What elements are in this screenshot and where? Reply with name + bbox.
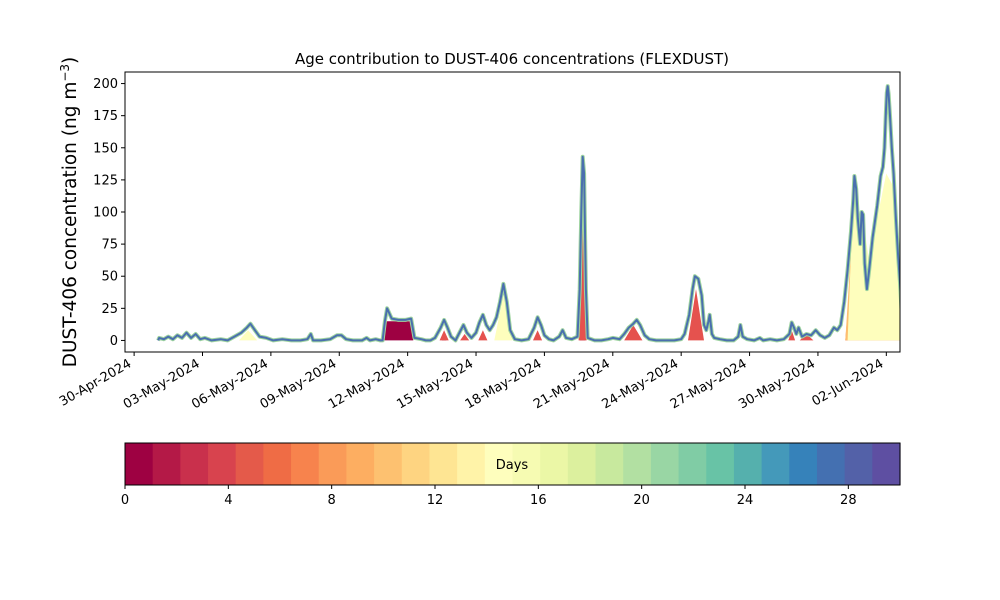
colorbar-segment — [457, 443, 486, 485]
colorbar-segment — [152, 443, 181, 485]
y-axis-label-main: DUST-406 concentration (ng m — [60, 82, 81, 368]
y-axis-label-close: ) — [60, 57, 81, 64]
y-tick-label: 200 — [93, 77, 118, 92]
colorbar-tick-label: 4 — [224, 493, 232, 508]
colorbar-segment — [789, 443, 818, 485]
colorbar-segment — [429, 443, 458, 485]
x-tick-label: 06-May-2024 — [189, 356, 271, 412]
colorbar-segment — [567, 443, 597, 485]
colorbar-tick-label: 24 — [737, 493, 754, 508]
x-tick-label: 02-Jun-2024 — [810, 356, 887, 409]
colorbar-segment — [235, 443, 264, 485]
colorbar-tick-label: 8 — [328, 493, 336, 508]
x-tick-label: 12-May-2024 — [326, 356, 408, 412]
colorbar-segment — [678, 443, 707, 485]
colorbar-segment — [595, 443, 624, 485]
y-tick-label: 175 — [93, 109, 118, 124]
colorbar-segment — [844, 443, 873, 485]
x-tick-label: 24-May-2024 — [599, 356, 681, 412]
x-tick-label: 27-May-2024 — [668, 356, 750, 412]
colorbar-label: Days — [496, 458, 529, 473]
colorbar-segment — [872, 443, 901, 485]
colorbar-segment — [623, 443, 652, 485]
x-axis: 30-Apr-202403-May-202406-May-202409-May-… — [57, 352, 887, 412]
y-tick-label: 125 — [93, 173, 118, 188]
x-tick-label: 15-May-2024 — [394, 356, 476, 412]
y-tick-label: 150 — [93, 141, 118, 156]
y-tick-label: 25 — [101, 302, 118, 317]
colorbar-tick-label: 20 — [633, 493, 650, 508]
colorbar-ticks: 0 4 8 12 16 20 24 28 — [121, 485, 857, 508]
x-tick-label: 03-May-2024 — [121, 356, 203, 412]
colorbar-segment — [263, 443, 292, 485]
y-tick-label: 100 — [93, 206, 118, 221]
x-tick-label: 18-May-2024 — [463, 356, 545, 412]
colorbar-segment — [650, 443, 680, 485]
colorbar-segment — [125, 443, 154, 485]
x-tick-label: 30-May-2024 — [736, 356, 818, 412]
colorbar-segment — [180, 443, 209, 485]
colorbar-segment — [346, 443, 375, 485]
y-axis-label: DUST-406 concentration (ng m−3) — [58, 57, 81, 368]
colorbar-segment — [401, 443, 431, 485]
colorbar-tick-label: 28 — [840, 493, 857, 508]
colorbar-segment — [512, 443, 541, 485]
colorbar — [125, 443, 901, 485]
y-axis-label-superscript: −3 — [58, 64, 72, 82]
colorbar-segment — [318, 443, 348, 485]
colorbar-tick-label: 12 — [427, 493, 444, 508]
total-line-halo — [156, 84, 900, 343]
colorbar-segment — [291, 443, 320, 485]
y-axis: 0 25 50 75 100 125 150 175 200 — [93, 77, 125, 349]
colorbar-segment — [706, 443, 735, 485]
chart-title: Age contribution to DUST-406 concentrati… — [295, 50, 729, 68]
age-band-areas — [239, 173, 900, 341]
y-tick-label: 50 — [101, 270, 118, 285]
colorbar-segment — [540, 443, 569, 485]
x-tick-label: 09-May-2024 — [258, 356, 340, 412]
colorbar-segment — [816, 443, 846, 485]
colorbar-frame — [124, 442, 901, 486]
y-tick-label: 0 — [110, 334, 118, 349]
total-concentration-series — [156, 84, 900, 343]
colorbar-tick-label: 0 — [121, 493, 129, 508]
total-line — [157, 85, 900, 342]
plot-area — [156, 84, 900, 343]
x-tick-label: 21-May-2024 — [531, 356, 613, 412]
colorbar-segment — [374, 443, 403, 485]
colorbar-segment — [761, 443, 790, 485]
colorbar-segment — [733, 443, 763, 485]
colorbar-segment — [208, 443, 237, 485]
y-tick-label: 75 — [101, 238, 118, 253]
colorbar-tick-label: 16 — [530, 493, 547, 508]
plot-frame — [124, 71, 901, 353]
colorbar-segment — [484, 443, 514, 485]
